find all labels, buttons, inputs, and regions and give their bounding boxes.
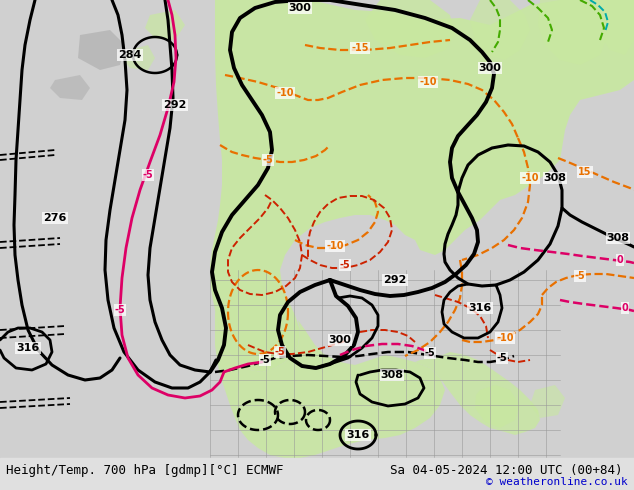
Text: 308: 308: [607, 233, 630, 243]
Polygon shape: [415, 352, 540, 435]
Text: -5: -5: [260, 355, 270, 365]
Text: Sa 04-05-2024 12:00 UTC (00+84): Sa 04-05-2024 12:00 UTC (00+84): [390, 464, 623, 476]
Text: 308: 308: [380, 370, 403, 380]
Polygon shape: [475, 385, 520, 428]
Polygon shape: [538, 0, 610, 65]
Text: 300: 300: [479, 63, 501, 73]
Polygon shape: [78, 30, 125, 70]
Text: Height/Temp. 700 hPa [gdmp][°C] ECMWF: Height/Temp. 700 hPa [gdmp][°C] ECMWF: [6, 464, 283, 476]
Text: 15: 15: [578, 167, 592, 177]
Text: -10: -10: [496, 333, 514, 343]
Text: 292: 292: [164, 100, 186, 110]
Text: 308: 308: [543, 173, 567, 183]
Text: 292: 292: [384, 275, 406, 285]
Text: -5: -5: [340, 260, 351, 270]
Polygon shape: [470, 0, 530, 60]
Polygon shape: [530, 385, 565, 418]
Text: 316: 316: [346, 430, 370, 440]
Text: 300: 300: [288, 3, 311, 13]
Text: -5: -5: [496, 353, 507, 363]
Text: -10: -10: [419, 77, 437, 87]
Text: -10: -10: [327, 241, 344, 251]
Polygon shape: [215, 310, 445, 458]
Text: © weatheronline.co.uk: © weatheronline.co.uk: [486, 477, 628, 487]
Bar: [0, 458, 634, 490]
Polygon shape: [365, 0, 455, 58]
Polygon shape: [50, 75, 90, 100]
Polygon shape: [145, 10, 185, 40]
Polygon shape: [210, 0, 634, 372]
Text: -15: -15: [351, 43, 369, 53]
Text: -5: -5: [143, 170, 153, 180]
Text: 316: 316: [16, 343, 39, 353]
Text: -10: -10: [521, 173, 539, 183]
Text: 0: 0: [621, 303, 628, 313]
Text: -5: -5: [574, 271, 585, 281]
Text: 276: 276: [43, 213, 67, 223]
Text: -5: -5: [425, 348, 436, 358]
Text: -5: -5: [262, 155, 273, 165]
Polygon shape: [122, 45, 155, 70]
Text: 0: 0: [617, 255, 623, 265]
Text: 284: 284: [119, 50, 141, 60]
Text: -10: -10: [276, 88, 294, 98]
Text: 316: 316: [469, 303, 491, 313]
Text: 300: 300: [328, 335, 351, 345]
Text: -5: -5: [115, 305, 126, 315]
Text: -5: -5: [275, 347, 285, 357]
Polygon shape: [600, 0, 634, 55]
